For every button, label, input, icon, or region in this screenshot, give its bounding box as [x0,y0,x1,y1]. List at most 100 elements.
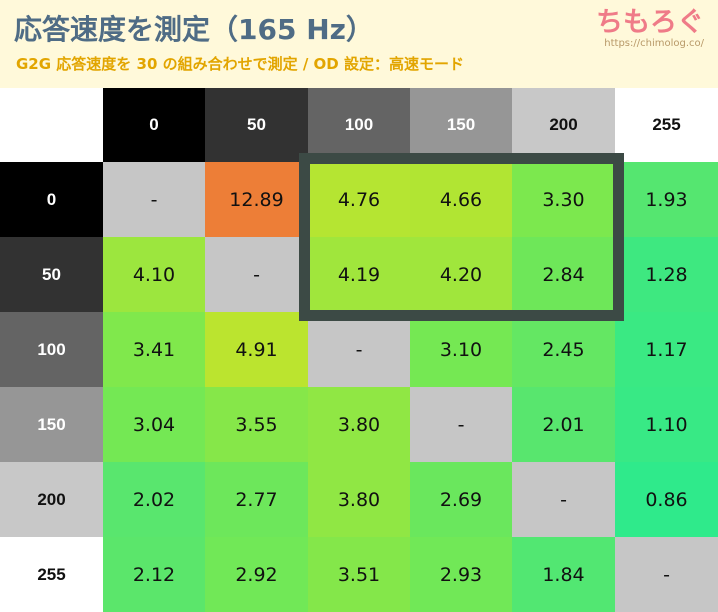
heatmap-cell-label: 4.20 [439,263,483,286]
logo-url: https://chimolog.co/ [604,38,704,49]
column-header-255-label: 255 [652,115,681,134]
column-header-0-label: 0 [149,115,159,134]
heatmap-cell: 4.91 [205,312,308,387]
column-header-100-label: 100 [344,115,374,134]
column-header-200: 200 [512,88,615,162]
heatmap-cell: - [512,462,615,537]
heatmap-cell: 3.10 [410,312,512,387]
heatmap-cell: - [410,387,512,462]
heatmap-cell-label: 2.45 [542,338,585,361]
heatmap-cell-label: 3.30 [542,188,585,211]
heatmap-cell: 4.20 [410,237,512,312]
heatmap-cell: - [205,237,308,312]
heatmap-cell-label: 2.69 [439,488,483,511]
heatmap-cell-label: 3.51 [337,563,381,586]
chart-title: 応答速度を測定（165 Hz） [14,13,374,46]
heatmap-cell-label: 2.01 [542,413,585,436]
heatmap-cell: 1.84 [512,537,615,612]
heatmap-cell: 12.89 [205,162,308,237]
corner-cell [0,88,103,162]
heatmap-cell-label: 12.89 [229,188,284,211]
heatmap-cell-label: 1.28 [645,263,688,286]
column-header-0: 0 [103,88,205,162]
heatmap-cell: 2.69 [410,462,512,537]
heatmap-cell: 4.76 [308,162,410,237]
heatmap-cell-label: 2.84 [542,263,585,286]
row-header-50-label: 50 [42,264,61,284]
column-header-100: 100 [308,88,410,162]
row-header-150: 150 [0,387,103,462]
row-header-0: 0 [0,162,103,237]
heatmap-cell-label: 3.41 [132,338,176,361]
heatmap-cell: - [615,537,718,612]
chart-subtitle: G2G 応答速度を 30 の組み合わせで測定 / OD 設定：高速モード [16,55,464,73]
heatmap-cell: 3.80 [308,387,410,462]
column-header-150: 150 [410,88,512,162]
heatmap-cell: 1.17 [615,312,718,387]
row-header-0-label: 0 [46,189,57,209]
heatmap-cell: 3.04 [103,387,205,462]
heatmap-cell-label: 2.93 [439,563,483,586]
heatmap-cell: 2.77 [205,462,308,537]
heatmap-cell: 2.92 [205,537,308,612]
heatmap-cell: 2.84 [512,237,615,312]
heatmap-cell-label: 4.10 [132,263,176,286]
row-header-150-label: 150 [37,414,66,434]
heatmap-cell: 2.02 [103,462,205,537]
heatmap-cell-label: 2.12 [132,563,176,586]
heatmap-cell-label: 3.10 [439,338,483,361]
heatmap-cell-label: - [150,188,158,211]
heatmap-cell-label: 3.80 [337,413,381,436]
row-header-200: 200 [0,462,103,537]
heatmap-cell-label: 1.84 [542,563,585,586]
heatmap-cell-label: - [560,488,567,511]
heatmap-cell: 3.51 [308,537,410,612]
heatmap-cell: 1.10 [615,387,718,462]
heatmap-cell-label: - [355,338,363,361]
row-header-200-label: 200 [37,489,66,509]
heatmap-cell: 3.30 [512,162,615,237]
heatmap-cell-label: 2.02 [132,488,176,511]
heatmap-cell: - [103,162,205,237]
heatmap-cell-label: 4.66 [439,188,483,211]
heatmap-cell-label: 2.77 [235,488,278,511]
heatmap-cell: 3.55 [205,387,308,462]
heatmap-cell-label: 1.10 [645,413,688,436]
heatmap-cell-label: 4.91 [235,338,278,361]
heatmap-cell: 2.12 [103,537,205,612]
heatmap-cell-label: 3.80 [337,488,381,511]
heatmap-cell: 4.19 [308,237,410,312]
heatmap-cell: 3.41 [103,312,205,387]
column-header-150-label: 150 [446,115,476,134]
row-header-50: 50 [0,237,103,312]
heatmap-cell-label: 4.19 [337,263,381,286]
column-header-50: 50 [205,88,308,162]
logo-text: ちもろぐ [596,7,704,38]
column-header-255: 255 [615,88,718,162]
heatmap-cell-label: 0.86 [645,488,688,511]
heatmap-cell: 2.45 [512,312,615,387]
site-logo: ちもろぐ https://chimolog.co/ [596,8,704,50]
column-header-50-label: 50 [247,115,266,134]
heatmap-cell: 0.86 [615,462,718,537]
heatmap-cell-label: 3.04 [132,413,176,436]
heatmap-cell-label: - [457,413,465,436]
row-header-255: 255 [0,537,103,612]
heatmap-cell: 3.80 [308,462,410,537]
heatmap-cell-label: 1.93 [645,188,688,211]
heatmap-cell: 1.93 [615,162,718,237]
heatmap-cell-label: - [253,263,260,286]
heatmap-cell-label: 4.76 [337,188,381,211]
heatmap-cell: - [308,312,410,387]
row-header-100-label: 100 [37,339,66,359]
heatmap-cell: 1.28 [615,237,718,312]
row-header-255-label: 255 [37,564,66,584]
row-header-100: 100 [0,312,103,387]
heatmap-cell: 2.01 [512,387,615,462]
heatmap-cell-label: 2.92 [235,563,278,586]
heatmap-cell-label: 1.17 [645,338,688,361]
header-banner: 応答速度を測定（165 Hz） G2G 応答速度を 30 の組み合わせで測定 /… [0,0,718,88]
heatmap-cell-label: 3.55 [235,413,278,436]
heatmap-cell-label: - [663,563,670,586]
